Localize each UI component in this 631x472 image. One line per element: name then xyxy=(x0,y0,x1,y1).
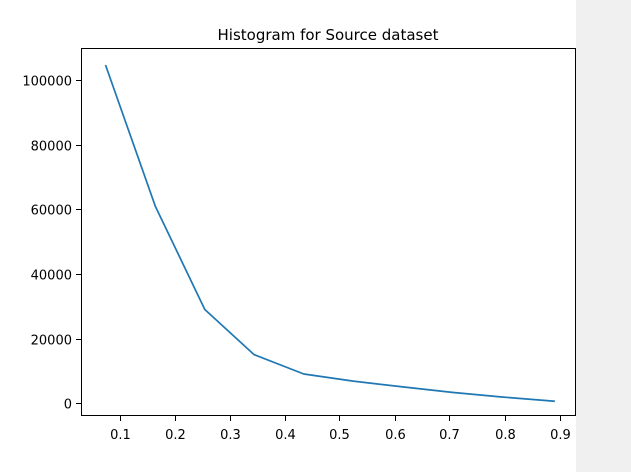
y-tick-label: 60000 xyxy=(31,204,72,219)
x-tick-label: 0.4 xyxy=(275,428,296,443)
y-tick-label: 80000 xyxy=(31,140,72,155)
chart-title: Histogram for Source dataset xyxy=(218,26,439,44)
x-tick-label: 0.8 xyxy=(495,428,516,443)
x-tick-label: 0.1 xyxy=(110,428,131,443)
x-tick-label: 0.3 xyxy=(220,428,241,443)
series-line xyxy=(104,64,555,403)
x-tick-label: 0.6 xyxy=(385,428,406,443)
y-tick-label: 100000 xyxy=(22,75,72,90)
y-tick-label: 20000 xyxy=(31,334,72,349)
x-tick-label: 0.9 xyxy=(550,428,571,443)
plot-area: 0.1 0.2 0.3 0.4 0.5 0.6 0.7 0.8 0.9 0 20000 40000 60… xyxy=(22,48,576,443)
x-tick-label: 0.5 xyxy=(329,428,350,443)
x-tick-label: 0.2 xyxy=(165,428,186,443)
y-tick-label: 0 xyxy=(64,398,72,413)
y-tick-label: 40000 xyxy=(31,269,72,284)
figure-canvas: Histogram for Source dataset 0.1 0.2 0.3 0.… xyxy=(0,0,576,472)
x-tick-label: 0.7 xyxy=(439,428,460,443)
line-chart: Histogram for Source dataset 0.1 0.2 0.3 0.… xyxy=(22,26,576,443)
plot-frame xyxy=(81,48,576,416)
